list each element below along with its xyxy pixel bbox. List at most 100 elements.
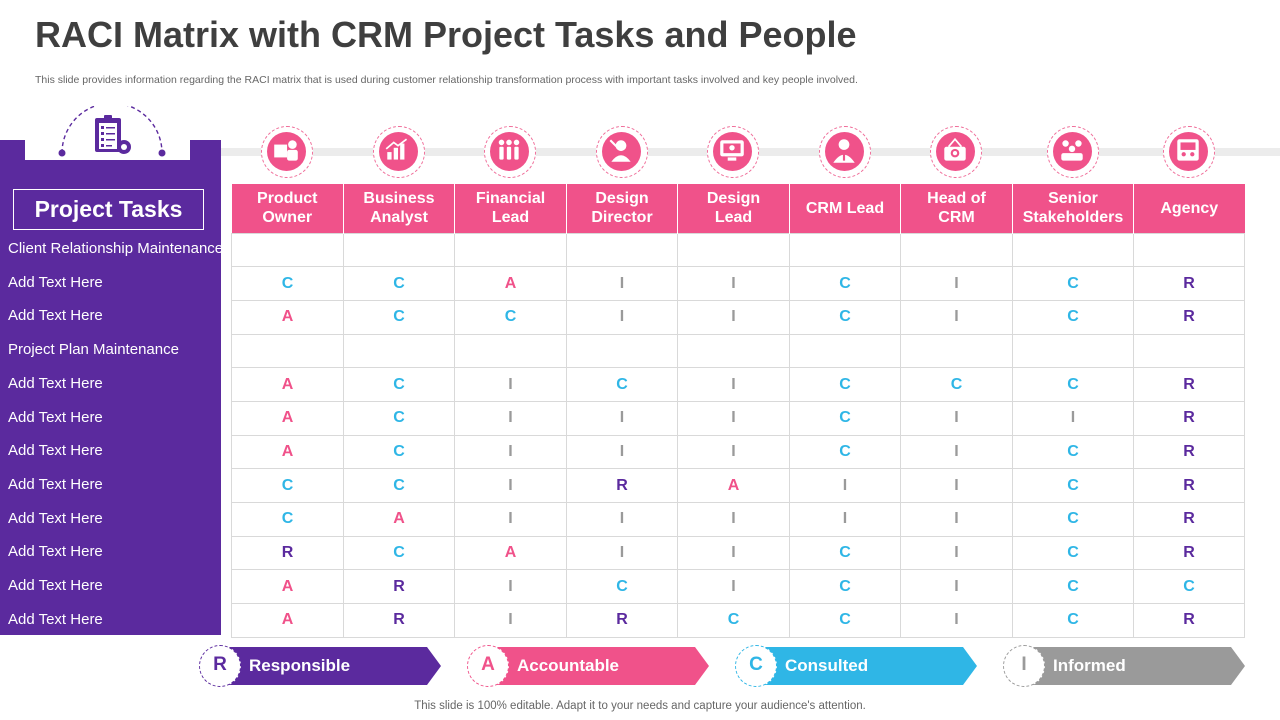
- raci-cell: I: [677, 569, 790, 605]
- page-title: RACI Matrix with CRM Project Tasks and P…: [35, 14, 857, 55]
- task-label: Add Text Here: [8, 610, 103, 628]
- raci-cell: [677, 232, 790, 268]
- raci-cell: I: [900, 266, 1013, 301]
- raci-cell: I: [1012, 400, 1134, 436]
- raci-cell: I: [677, 400, 790, 436]
- column-header-line: Owner: [262, 209, 313, 227]
- raci-cell: I: [566, 266, 678, 301]
- legend-label: Consulted: [785, 656, 869, 675]
- legend-arrow-shape: [220, 647, 441, 685]
- raci-cell: I: [677, 367, 790, 402]
- raci-cell: I: [900, 468, 1013, 503]
- column-header: Product Owner: [231, 184, 344, 233]
- task-label: Project Plan Maintenance: [8, 341, 179, 359]
- column-header-line: Design: [595, 190, 649, 208]
- page-subtitle: This slide provides information regardin…: [35, 74, 858, 86]
- task-label: Add Text Here: [8, 273, 103, 291]
- column-header-line: CRM: [938, 209, 975, 227]
- legend-item: Consulted: [756, 647, 977, 685]
- raci-cell: C: [454, 299, 567, 335]
- column-header-line: Senior: [1048, 190, 1098, 208]
- raci-cell: I: [677, 434, 790, 470]
- legend-letter-badge: R: [199, 645, 241, 687]
- legend-arrow-shape: [756, 647, 977, 685]
- column-header-line: Lead: [714, 209, 753, 227]
- raci-cell: I: [677, 502, 790, 537]
- column-header: Financial Lead: [454, 184, 567, 233]
- column-header-line: Financial: [475, 190, 546, 208]
- raci-cell: I: [900, 569, 1013, 605]
- raci-cell: I: [789, 502, 901, 537]
- raci-cell: A: [231, 299, 344, 335]
- raci-cell: I: [900, 502, 1013, 537]
- raci-cell: [1012, 232, 1134, 268]
- column-header-line: Product: [257, 190, 318, 208]
- raci-cell: I: [454, 603, 567, 638]
- raci-cell: I: [677, 535, 790, 571]
- table-header-row: Product Owner Business Analyst Financial Lead…: [231, 184, 1245, 233]
- raci-cell: R: [1133, 400, 1245, 436]
- raci-cell: A: [454, 266, 567, 301]
- product-owner-icon: [261, 126, 313, 178]
- legend-arrow-shape: [488, 647, 709, 685]
- raci-cell: C: [343, 400, 455, 436]
- raci-cell: [343, 232, 455, 268]
- raci-cell: [454, 232, 567, 268]
- raci-cell: R: [1133, 535, 1245, 571]
- raci-cell: R: [343, 603, 455, 638]
- raci-cell: C: [1012, 468, 1134, 503]
- task-label: Add Text Here: [8, 442, 103, 460]
- raci-cell: C: [1012, 603, 1134, 638]
- raci-cell: C: [789, 367, 901, 402]
- table-row: [231, 232, 1245, 268]
- raci-cell: A: [231, 569, 344, 605]
- raci-cell: C: [1012, 299, 1134, 335]
- raci-cell: A: [343, 502, 455, 537]
- raci-cell: I: [566, 434, 678, 470]
- raci-cell: I: [454, 434, 567, 470]
- raci-cell: [566, 333, 678, 369]
- raci-cell: R: [343, 569, 455, 605]
- raci-cell: R: [1133, 299, 1245, 335]
- raci-cell: [1133, 232, 1245, 268]
- task-label: Add Text Here: [8, 408, 103, 426]
- legend-letter-badge: A: [467, 645, 509, 687]
- footer-note: This slide is 100% editable. Adapt it to…: [414, 700, 866, 712]
- raci-cell: R: [1133, 367, 1245, 402]
- raci-cell: [231, 232, 344, 268]
- raci-cell: R: [1133, 266, 1245, 301]
- column-header: CRM Lead: [789, 184, 901, 233]
- raci-cell: A: [231, 434, 344, 470]
- column-header: Agency: [1133, 184, 1245, 233]
- column-header: Design Director: [566, 184, 678, 233]
- legend-item: Informed: [1024, 647, 1245, 685]
- raci-cell: R: [1133, 434, 1245, 470]
- task-label: Client Relationship Maintenance: [8, 240, 224, 257]
- raci-cell: C: [1012, 434, 1134, 470]
- raci-cell: [566, 232, 678, 268]
- column-header-line: Analyst: [370, 209, 428, 227]
- raci-cell: C: [343, 266, 455, 301]
- raci-cell: C: [343, 434, 455, 470]
- raci-cell: [231, 333, 344, 369]
- column-header: Senior Stakeholders: [1012, 184, 1134, 233]
- raci-cell: I: [900, 603, 1013, 638]
- column-header-line: Business: [363, 190, 435, 208]
- column-header-line: Lead: [491, 209, 530, 227]
- raci-cell: C: [1012, 367, 1134, 402]
- financial-lead-icon: [484, 126, 536, 178]
- column-header-line: Stakeholders: [1022, 209, 1124, 227]
- agency-icon: [1162, 126, 1215, 178]
- legend-label: Accountable: [517, 656, 620, 675]
- task-label: Add Text Here: [8, 577, 103, 594]
- raci-cell: C: [789, 299, 901, 335]
- raci-cell: I: [454, 569, 567, 605]
- raci-cell: C: [1012, 502, 1134, 537]
- task-label: Add Text Here: [8, 543, 103, 561]
- raci-cell: I: [454, 502, 567, 537]
